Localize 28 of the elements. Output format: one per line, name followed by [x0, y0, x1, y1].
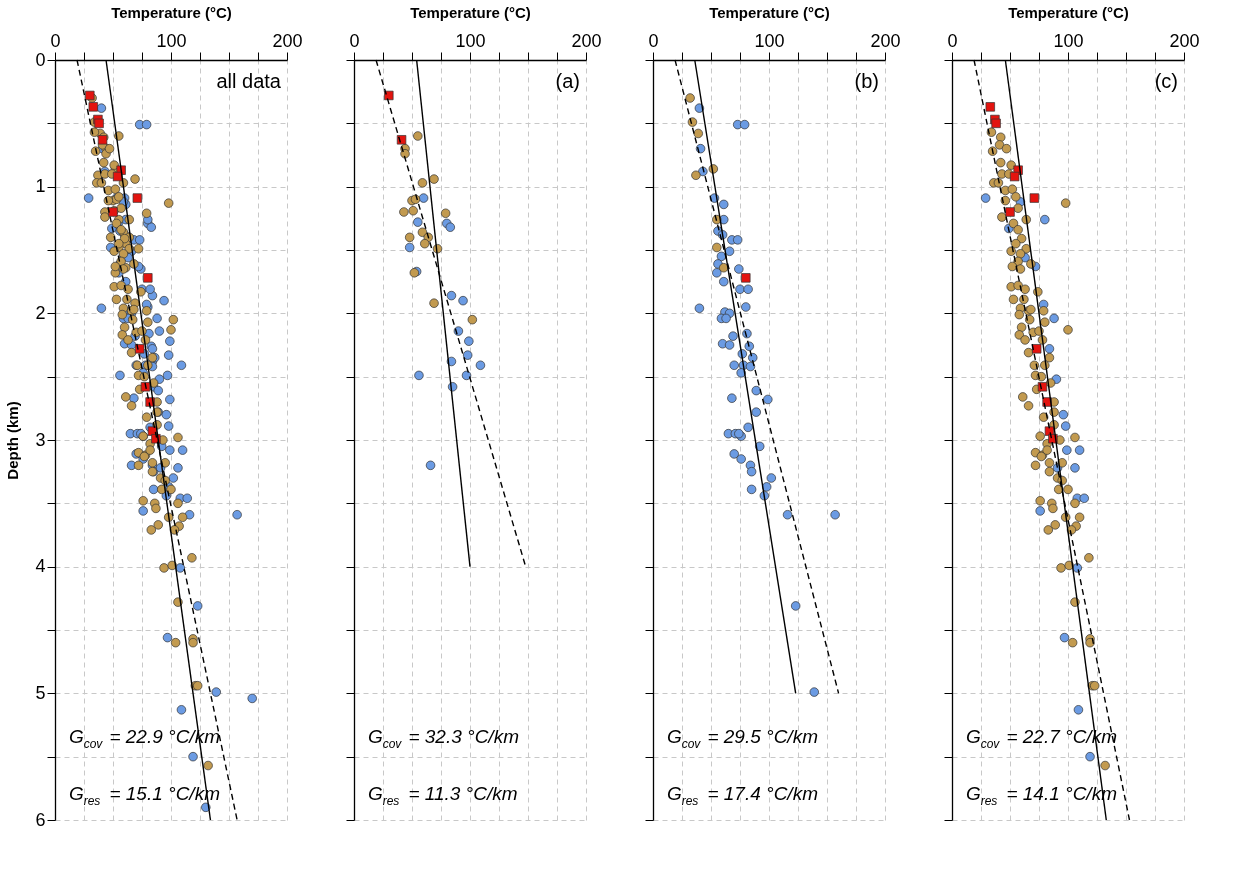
annotation: (a) — [555, 70, 580, 92]
y-tick-label: 5 — [35, 682, 46, 703]
x-tick-label: 200 — [272, 30, 303, 51]
annotation: (b) — [854, 70, 879, 92]
annotation: (c) — [1154, 70, 1178, 92]
x-tick-label: 100 — [156, 30, 187, 51]
x-tick-label: 0 — [648, 30, 659, 51]
y-tick-label: 2 — [35, 302, 46, 323]
y-tick-label: 0 — [35, 49, 46, 70]
x-tick-label: 0 — [349, 30, 360, 51]
y-axis-title: Depth (km) — [4, 401, 22, 480]
x-axis-title: Temperature (°C) — [111, 3, 232, 21]
y-tick-label: 6 — [35, 809, 46, 830]
x-axis-title: Temperature (°C) — [410, 3, 531, 21]
x-tick-label: 100 — [754, 30, 785, 51]
y-tick-label: 1 — [35, 176, 46, 197]
x-tick-label: 100 — [455, 30, 486, 51]
y-tick-label: 3 — [35, 429, 46, 450]
x-tick-label: 200 — [870, 30, 901, 51]
x-tick-label: 200 — [571, 30, 602, 51]
annotation: all data — [216, 70, 282, 92]
x-tick-label: 0 — [947, 30, 958, 51]
x-tick-label: 0 — [50, 30, 61, 51]
x-tick-label: 200 — [1169, 30, 1200, 51]
x-tick-label: 100 — [1053, 30, 1084, 51]
y-tick-label: 4 — [35, 556, 46, 577]
x-axis-title: Temperature (°C) — [709, 3, 830, 21]
x-axis-title: Temperature (°C) — [1008, 3, 1129, 21]
